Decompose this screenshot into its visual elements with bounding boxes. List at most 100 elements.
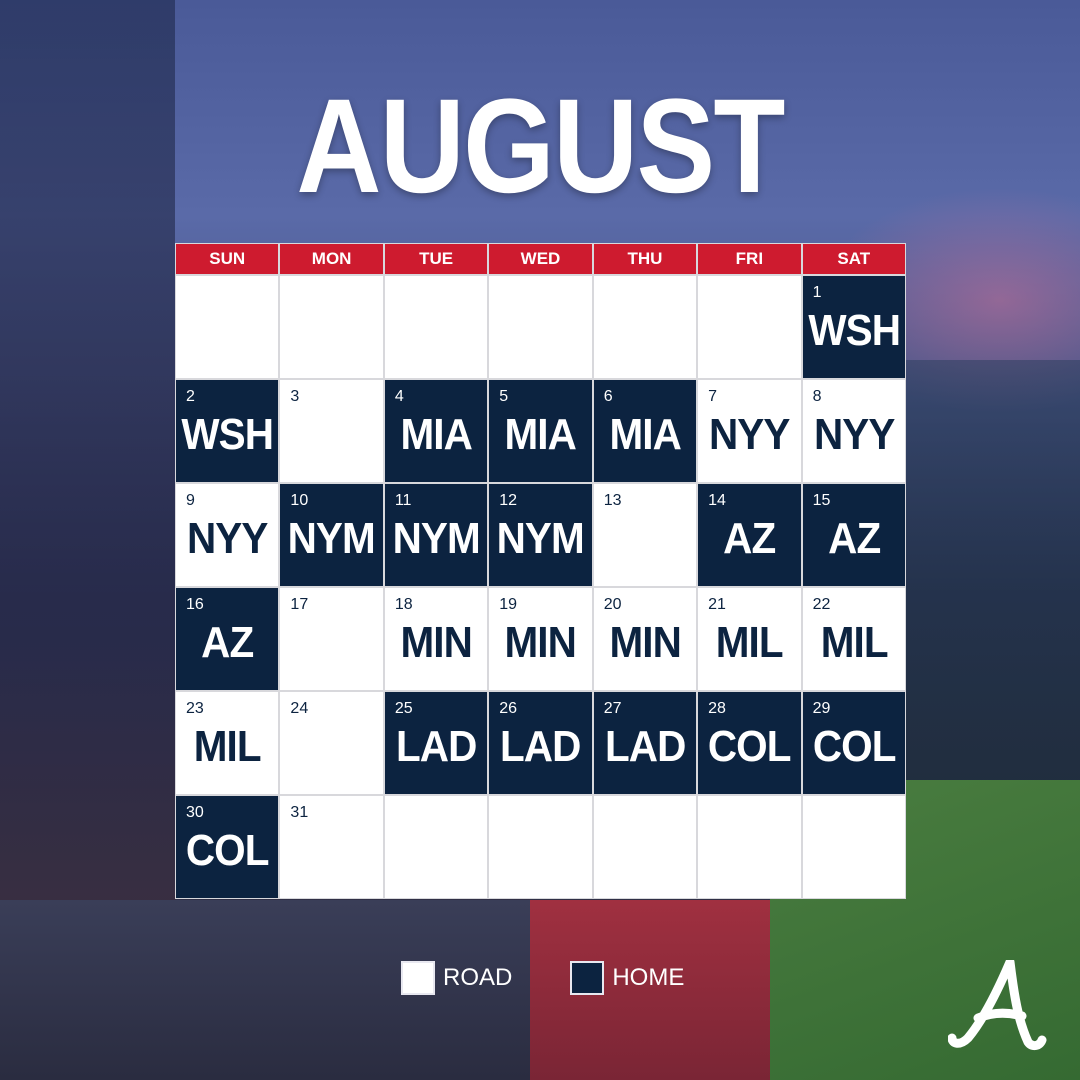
- day-number: 13: [603, 492, 622, 509]
- day-cell-30: 30 COL: [176, 796, 279, 898]
- opponent: NYY: [186, 514, 268, 563]
- weekday-fri: FRI: [698, 244, 801, 274]
- opponent: NYM: [496, 514, 585, 563]
- opponent: AZ: [723, 514, 776, 563]
- day-cell-27: 27 LAD: [593, 692, 697, 794]
- day-number: 14: [708, 492, 726, 509]
- day-cell-16: 16 AZ: [176, 588, 279, 690]
- opponent: MIL: [193, 722, 262, 771]
- opponent: WSH: [807, 306, 901, 355]
- day-number: 2: [186, 388, 195, 405]
- opponent: COL: [185, 826, 270, 875]
- opponent: MIA: [609, 410, 681, 459]
- empty-cell: [593, 796, 697, 898]
- weekday-thu: THU: [593, 244, 697, 274]
- opponent: NYY: [709, 410, 790, 459]
- home-swatch: [570, 961, 605, 995]
- background-outfield-wall: [530, 900, 770, 1080]
- day-number: 26: [499, 700, 518, 717]
- weekday-mon: MON: [280, 244, 383, 274]
- weekday-wed: WED: [489, 244, 592, 274]
- opponent: WSH: [181, 410, 274, 459]
- day-cell-6: 6 MIA: [593, 380, 697, 482]
- day-number: 17: [290, 596, 309, 613]
- weekday-header: SUN MON TUE WED THU FRI SAT: [176, 244, 905, 274]
- day-number: 29: [812, 700, 831, 717]
- day-number: 7: [708, 388, 718, 405]
- opponent: MIA: [504, 410, 577, 459]
- empty-cell: [489, 796, 592, 898]
- day-cell-9: 9 NYY: [176, 484, 279, 586]
- opponent: MIN: [400, 618, 472, 667]
- day-number: 25: [394, 700, 413, 717]
- day-cell-11: 11 NYM: [384, 484, 488, 586]
- road-swatch: [401, 961, 435, 995]
- day-number: 18: [394, 596, 413, 613]
- weekday-sat: SAT: [802, 244, 905, 274]
- day-number: 1: [812, 284, 822, 301]
- day-number: 22: [812, 596, 831, 613]
- opponent: MIL: [820, 618, 888, 667]
- legend-road-label: ROAD: [443, 964, 513, 991]
- day-number: 9: [186, 492, 195, 509]
- opponent: LAD: [500, 722, 581, 771]
- day-number: 27: [603, 700, 622, 717]
- day-number: 11: [394, 492, 412, 509]
- opponent: NYM: [288, 514, 376, 563]
- day-cell-3: 3: [280, 380, 383, 482]
- day-cell-1: 1 WSH: [802, 276, 905, 378]
- day-number: 28: [708, 700, 726, 717]
- empty-cell: [802, 796, 905, 898]
- day-cell-23: 23 MIL: [176, 692, 279, 794]
- day-cell-7: 7 NYY: [698, 380, 801, 482]
- day-cell-31: 31: [280, 796, 383, 898]
- opponent: NYM: [392, 514, 480, 563]
- day-cell-2: 2 WSH: [176, 380, 279, 482]
- calendar-grid: 1 WSH 2 WSH 3 4 MIA 5 MIA 6 MIA 7 NYY 8 NYY 9 NYY 10 NYM 11…: [176, 276, 905, 898]
- opponent: AZ: [201, 618, 254, 667]
- day-cell-29: 29 COL: [802, 692, 905, 794]
- opponent: MIN: [609, 618, 681, 667]
- day-cell-22: 22 MIL: [802, 588, 905, 690]
- day-number: 23: [186, 700, 204, 717]
- day-cell-21: 21 MIL: [698, 588, 801, 690]
- opponent: AZ: [827, 514, 881, 563]
- month-title: AUGUST: [296, 72, 785, 221]
- day-number: 30: [186, 804, 204, 821]
- day-cell-17: 17: [280, 588, 383, 690]
- opponent: LAD: [395, 722, 477, 771]
- day-cell-19: 19 MIN: [489, 588, 592, 690]
- day-cell-26: 26 LAD: [489, 692, 592, 794]
- empty-cell: [593, 276, 697, 378]
- background-crowd: [0, 900, 530, 1080]
- weekday-sun: SUN: [176, 244, 279, 274]
- day-cell-28: 28 COL: [698, 692, 801, 794]
- day-cell-10: 10 NYM: [280, 484, 383, 586]
- day-number: 21: [708, 596, 726, 613]
- day-cell-12: 12 NYM: [489, 484, 592, 586]
- empty-cell: [489, 276, 592, 378]
- opponent: COL: [708, 722, 792, 771]
- day-cell-13: 13: [593, 484, 697, 586]
- day-cell-14: 14 AZ: [698, 484, 801, 586]
- empty-cell: [280, 276, 383, 378]
- braves-logo-icon: [948, 960, 1047, 1051]
- day-cell-25: 25 LAD: [384, 692, 488, 794]
- empty-cell: [698, 796, 801, 898]
- opponent: MIN: [504, 618, 577, 667]
- day-cell-15: 15 AZ: [802, 484, 905, 586]
- legend: ROAD HOME: [401, 961, 684, 995]
- day-number: 20: [603, 596, 622, 613]
- opponent: COL: [812, 722, 896, 771]
- day-number: 3: [290, 388, 300, 405]
- day-number: 12: [499, 492, 518, 509]
- day-number: 19: [499, 596, 518, 613]
- day-number: 10: [290, 492, 309, 509]
- calendar: SUN MON TUE WED THU FRI SAT 1 WSH 2 WSH 3 4 MIA 5 MIA 6…: [175, 243, 906, 899]
- day-cell-4: 4 MIA: [384, 380, 488, 482]
- opponent: NYY: [813, 410, 895, 459]
- opponent: MIL: [715, 618, 784, 667]
- background-stands: [906, 360, 1080, 780]
- opponent: LAD: [604, 722, 686, 771]
- day-cell-5: 5 MIA: [489, 380, 592, 482]
